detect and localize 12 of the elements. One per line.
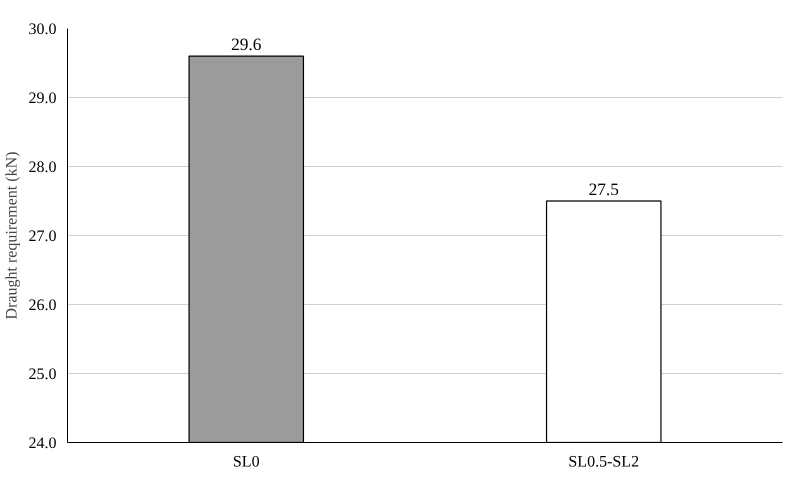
y-tick-label: 30.0: [28, 21, 56, 38]
y-tick-label: 28.0: [28, 159, 56, 176]
y-tick-label: 27.0: [28, 228, 56, 245]
y-tick-label: 24.0: [28, 435, 56, 452]
y-tick-label: 26.0: [28, 297, 56, 314]
x-tick-label: SL0: [232, 454, 260, 470]
y-axis-title: Draught requirement (kN): [4, 152, 20, 320]
y-tick-label: 29.0: [28, 90, 56, 107]
data-label: 27.5: [588, 180, 619, 199]
y-tick-label: 25.0: [28, 366, 56, 383]
data-label: 29.6: [231, 35, 262, 54]
x-tick-label: SL0.5-SL2: [568, 454, 640, 470]
